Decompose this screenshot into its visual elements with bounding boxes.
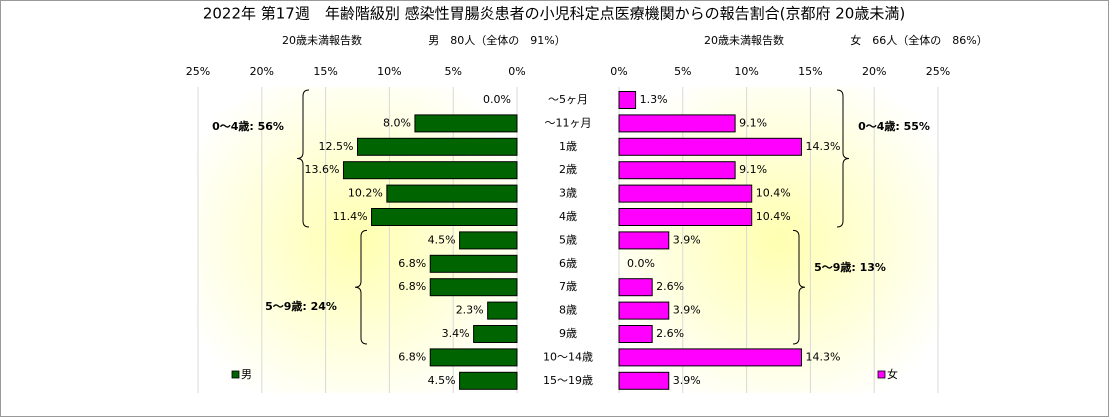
bar [618, 91, 637, 109]
value-label: 9.1% [739, 163, 767, 176]
bar [618, 325, 653, 343]
value-label: 10.2% [348, 187, 383, 200]
bar [459, 231, 518, 250]
value-label: 13.6% [305, 163, 340, 176]
bar [618, 231, 670, 250]
x-tick-label: 0% [508, 65, 525, 78]
legend-swatch [231, 370, 240, 379]
value-label: 4.5% [428, 374, 456, 387]
category-label: ～5ヶ月 [548, 93, 588, 106]
legend-swatch [877, 370, 886, 379]
x-tick-label: 10% [377, 65, 401, 78]
bar [473, 325, 518, 343]
bar [386, 184, 518, 203]
bar [414, 114, 518, 133]
chart-title: 2022年 第17週 年齢階級別 感染性胃腸炎患者の小児科定点医療機関からの報告… [203, 5, 905, 23]
bar [342, 161, 518, 180]
brace [792, 229, 806, 345]
category-label: 7歳 [559, 280, 577, 293]
x-tick-label: 20% [862, 65, 886, 78]
bar [618, 161, 736, 180]
x-tick-label: 20% [250, 65, 274, 78]
category-label: ～11ヶ月 [545, 116, 592, 129]
bar [371, 208, 518, 226]
bar [618, 278, 653, 297]
value-label: 3.9% [673, 233, 701, 246]
value-label: 2.6% [656, 280, 684, 293]
value-label: 11.4% [333, 210, 368, 223]
annotation: 5～9歳: 13% [814, 260, 886, 274]
bar [429, 254, 518, 273]
bar [357, 137, 518, 156]
annotation: 0～4歳: 56% [212, 119, 284, 133]
value-label: 3.4% [442, 327, 470, 340]
bar [618, 371, 670, 390]
x-tick-label: 15% [798, 65, 822, 78]
summary: 男 80人（全体の 91%） [428, 33, 565, 47]
value-label: 6.8% [398, 257, 426, 270]
category-label: 4歳 [559, 210, 577, 223]
category-label: 3歳 [559, 187, 577, 200]
category-label: 10～14歳 [543, 350, 593, 363]
summary: 女 66人（全体の 86%） [850, 33, 987, 47]
value-label: 14.3% [805, 350, 840, 363]
bar [429, 348, 518, 367]
value-label: 4.5% [428, 233, 456, 246]
bar [618, 137, 802, 156]
value-label: 12.5% [319, 140, 354, 153]
category-label: 15～19歳 [543, 374, 593, 387]
value-label: 0.0% [627, 257, 655, 270]
value-label: 3.9% [673, 304, 701, 317]
x-tick-label: 5% [674, 65, 691, 78]
bar [618, 348, 802, 367]
category-label: 8歳 [559, 304, 577, 317]
legend-label: 男 [241, 368, 252, 381]
value-label: 8.0% [383, 116, 411, 129]
x-tick-label: 0% [610, 65, 627, 78]
category-label: 6歳 [559, 257, 577, 270]
value-label: 1.3% [640, 93, 668, 106]
x-tick-label: 5% [444, 65, 461, 78]
value-label: 2.3% [456, 304, 484, 317]
value-label: 6.8% [398, 280, 426, 293]
category-label: 2歳 [559, 163, 577, 176]
count-label: 20歳未満報告数 [704, 34, 784, 47]
annotation: 0～4歳: 55% [858, 119, 930, 133]
value-label: 14.3% [805, 140, 840, 153]
value-label: 10.4% [756, 210, 791, 223]
bar [618, 301, 670, 320]
value-label: 10.4% [756, 187, 791, 200]
category-label: 5歳 [559, 233, 577, 246]
brace [354, 229, 368, 345]
bar [618, 184, 753, 203]
brace [836, 89, 850, 228]
bar [487, 301, 518, 320]
brace [296, 89, 310, 228]
x-tick-label: 15% [313, 65, 337, 78]
annotation: 5～9歳: 24% [265, 299, 337, 313]
category-label: 9歳 [559, 327, 577, 340]
value-label: 6.8% [398, 350, 426, 363]
category-label: 1歳 [559, 140, 577, 153]
value-label: 3.9% [673, 374, 701, 387]
count-label: 20歳未満報告数 [282, 34, 362, 47]
legend-label: 女 [887, 367, 898, 381]
value-label: 0.0% [483, 93, 511, 106]
x-tick-label: 25% [186, 65, 210, 78]
bar [618, 208, 753, 226]
value-label: 2.6% [656, 327, 684, 340]
x-tick-label: 10% [734, 65, 758, 78]
bar [459, 371, 518, 390]
bar [429, 278, 518, 297]
value-label: 9.1% [739, 116, 767, 129]
bar [618, 114, 736, 133]
x-tick-label: 25% [926, 65, 950, 78]
